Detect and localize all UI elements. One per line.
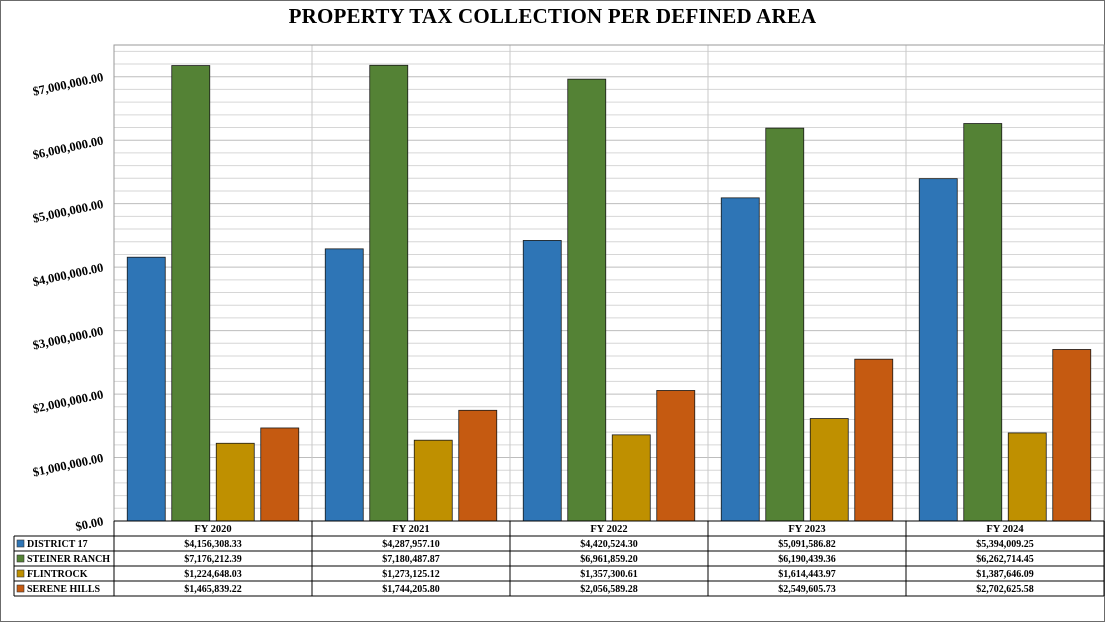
data-table-value: $1,224,648.03: [184, 569, 242, 580]
data-table-value: $7,176,212.39: [184, 554, 242, 565]
bar-serene-hills: [260, 427, 300, 522]
bar-serene-hills: [458, 409, 498, 522]
bar-flintrock: [809, 418, 849, 522]
x-tick-label: FY 2021: [392, 524, 429, 535]
y-tick-label: $3,000,000.00: [31, 324, 104, 353]
bar-steiner-ranch: [369, 64, 409, 522]
bar-steiner-ranch: [567, 78, 607, 522]
bar-flintrock: [413, 439, 453, 522]
data-table-value: $4,156,308.33: [184, 539, 242, 550]
y-tick-label: $1,000,000.00: [31, 451, 104, 480]
data-table-value: $5,091,586.82: [778, 539, 836, 550]
data-table-value: $1,744,205.80: [382, 584, 440, 595]
bar-serene-hills: [854, 358, 894, 522]
bar-district-17: [126, 256, 166, 522]
data-table-value: $5,394,009.25: [976, 539, 1034, 550]
legend-entry: SERENE HILLS: [27, 584, 101, 595]
chart-title: PROPERTY TAX COLLECTION PER DEFINED AREA: [288, 4, 817, 28]
x-tick-label: FY 2023: [788, 524, 825, 535]
data-table-value: $1,357,300.61: [580, 569, 638, 580]
bar-serene-hills: [656, 390, 696, 522]
data-table-value: $6,262,714.45: [976, 554, 1034, 565]
y-tick-label: $2,000,000.00: [31, 387, 104, 416]
legend-swatch: [16, 554, 25, 563]
y-tick-label: $5,000,000.00: [31, 197, 104, 226]
x-tick-label: FY 2024: [986, 524, 1024, 535]
bar-steiner-ranch: [171, 65, 211, 522]
data-table-value: $2,056,589.28: [580, 584, 638, 595]
data-table-value: $1,387,646.09: [976, 569, 1034, 580]
bar-steiner-ranch: [963, 123, 1003, 522]
bar-flintrock: [611, 434, 651, 522]
x-tick-label: FY 2022: [590, 524, 627, 535]
y-tick-label: $4,000,000.00: [31, 260, 104, 289]
bar-district-17: [720, 197, 760, 522]
data-table-value: $1,273,125.12: [382, 569, 440, 580]
y-tick-label: $6,000,000.00: [31, 133, 104, 162]
bar-serene-hills: [1052, 349, 1092, 522]
data-table-value: $7,180,487.87: [382, 554, 440, 565]
bar-district-17: [918, 178, 958, 522]
y-tick-label: $0.00: [74, 514, 104, 534]
legend-entry: DISTRICT 17: [27, 539, 88, 550]
legend-entry: STEINER RANCH: [27, 554, 110, 565]
bar-steiner-ranch: [765, 127, 805, 522]
data-table-value: $6,961,859.20: [580, 554, 638, 565]
data-table-value: $1,614,443.97: [778, 569, 836, 580]
bar-flintrock: [215, 442, 255, 522]
y-tick-label: $7,000,000.00: [31, 70, 104, 99]
data-table-value: $4,287,957.10: [382, 539, 440, 550]
data-table-value: $6,190,439.36: [778, 554, 836, 565]
bar-district-17: [522, 240, 562, 522]
x-tick-label: FY 2020: [194, 524, 231, 535]
legend-swatch: [16, 539, 25, 548]
data-table-value: $1,465,839.22: [184, 584, 242, 595]
data-table-value: $4,420,524.30: [580, 539, 638, 550]
legend-entry: FLINTROCK: [27, 569, 88, 580]
bar-district-17: [324, 248, 364, 522]
legend-swatch: [16, 569, 25, 578]
legend-swatch: [16, 584, 25, 593]
bar-flintrock: [1007, 432, 1047, 522]
data-table-value: $2,549,605.73: [778, 584, 836, 595]
data-table-value: $2,702,625.58: [976, 584, 1034, 595]
